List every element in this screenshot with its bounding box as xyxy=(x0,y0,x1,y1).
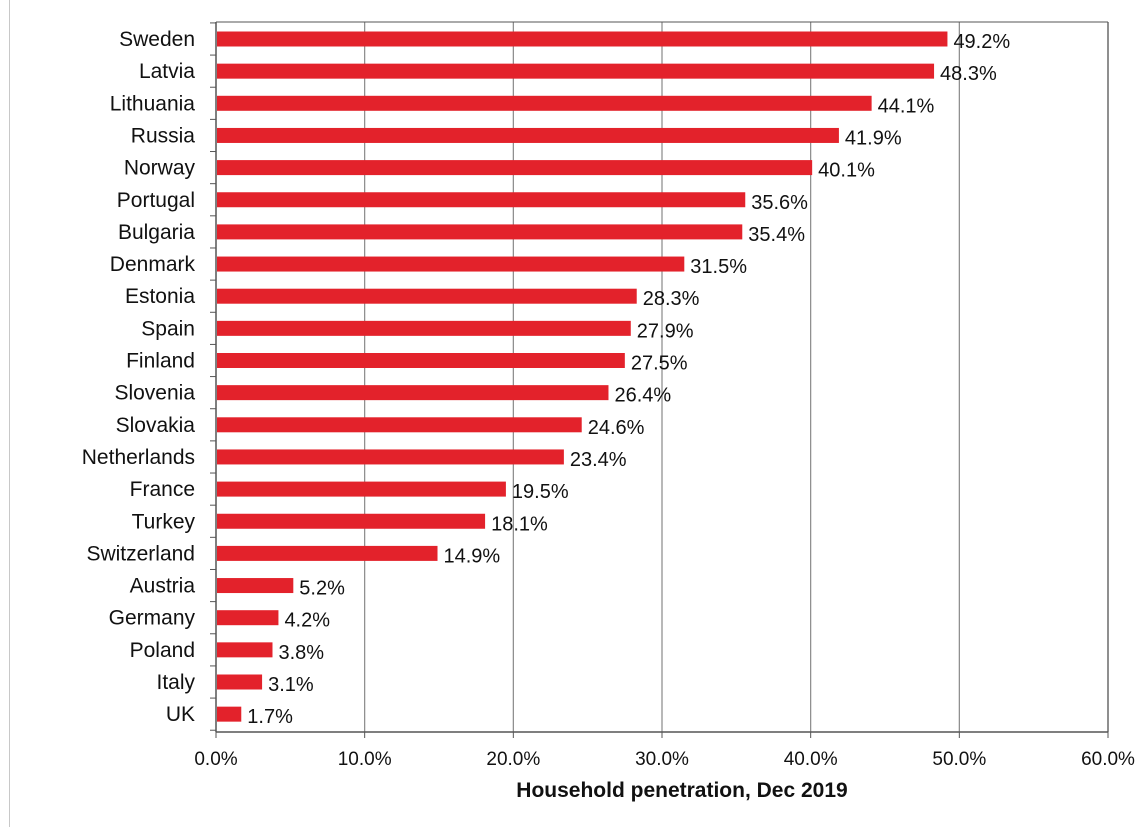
category-label: Slovakia xyxy=(116,414,196,437)
value-label: 3.8% xyxy=(278,642,324,664)
category-label: Latvia xyxy=(139,60,195,83)
value-label: 27.5% xyxy=(631,353,688,375)
bar xyxy=(217,610,279,626)
value-label: 5.2% xyxy=(299,578,345,600)
page-edge-rule xyxy=(9,0,10,827)
category-label: Italy xyxy=(156,671,195,694)
category-label: France xyxy=(130,478,195,501)
bar xyxy=(217,31,948,47)
bar xyxy=(217,256,685,272)
value-label: 18.1% xyxy=(491,513,548,535)
value-label: 14.9% xyxy=(444,545,501,567)
value-label: 26.4% xyxy=(614,385,671,407)
bar xyxy=(217,449,564,465)
value-label: 4.2% xyxy=(284,610,330,632)
value-label: 48.3% xyxy=(940,63,997,85)
bar xyxy=(217,160,813,176)
category-label: Slovenia xyxy=(114,382,195,405)
category-label: Denmark xyxy=(110,253,196,276)
bar xyxy=(217,192,746,208)
bar xyxy=(217,224,743,240)
x-tick-label: 50.0% xyxy=(932,749,986,770)
category-label: Russia xyxy=(131,124,196,147)
x-tick-label: 30.0% xyxy=(635,749,689,770)
category-label: Sweden xyxy=(119,28,195,51)
bar xyxy=(217,417,582,433)
bar xyxy=(217,481,506,497)
value-label: 27.9% xyxy=(637,320,694,342)
bar xyxy=(217,288,637,304)
bar xyxy=(217,674,263,690)
x-tick-label: 0.0% xyxy=(194,749,237,770)
category-label: Estonia xyxy=(125,285,195,308)
category-label: Spain xyxy=(141,317,195,340)
x-tick-label: 40.0% xyxy=(784,749,838,770)
value-label: 49.2% xyxy=(953,31,1010,53)
value-label: 23.4% xyxy=(570,449,627,471)
value-label: 3.1% xyxy=(268,674,314,696)
category-label: Finland xyxy=(126,350,195,373)
category-label: Poland xyxy=(130,639,195,662)
bar xyxy=(217,385,609,401)
bar xyxy=(217,127,839,143)
x-axis-title: Household penetration, Dec 2019 xyxy=(516,779,847,802)
category-label: UK xyxy=(166,703,195,726)
category-label: Lithuania xyxy=(110,92,196,115)
x-tick-label: 10.0% xyxy=(338,749,392,770)
bar xyxy=(217,578,294,594)
value-label: 28.3% xyxy=(643,288,700,310)
value-label: 44.1% xyxy=(878,95,935,117)
bar xyxy=(217,706,242,722)
value-label: 35.6% xyxy=(751,192,808,214)
bar xyxy=(217,642,273,658)
category-label: Portugal xyxy=(117,189,195,212)
category-label: Turkey xyxy=(132,510,196,533)
value-label: 40.1% xyxy=(818,160,875,182)
category-label: Netherlands xyxy=(82,446,195,469)
bar xyxy=(217,545,438,561)
bars xyxy=(217,31,948,722)
category-label: Bulgaria xyxy=(118,221,195,244)
bar xyxy=(217,353,625,368)
bar xyxy=(217,320,631,336)
category-labels: Sweden Latvia Lithuania Russia Norway Portuga… xyxy=(82,28,196,726)
bar xyxy=(217,513,486,529)
value-label: 24.6% xyxy=(588,417,645,439)
value-label: 19.5% xyxy=(512,481,569,503)
value-label: 31.5% xyxy=(690,256,747,278)
category-label: Austria xyxy=(130,575,196,598)
category-label: Germany xyxy=(109,607,196,630)
x-tick-label: 60.0% xyxy=(1081,749,1135,770)
category-label: Norway xyxy=(124,157,196,180)
value-label: 41.9% xyxy=(845,127,902,149)
axes xyxy=(210,21,1109,738)
value-label: 35.4% xyxy=(748,224,805,246)
x-tick-label: 20.0% xyxy=(486,749,540,770)
bar xyxy=(217,95,872,111)
x-tick-labels: 0.0% 10.0% 20.0% 30.0% 40.0% 50.0% 60.0% xyxy=(194,749,1135,770)
value-labels: 49.2% 48.3%44.1% 41.9% 40.1% 35.6% 35.4%31.5%… xyxy=(247,31,1010,728)
value-label: 1.7% xyxy=(247,706,293,728)
bar xyxy=(217,63,935,79)
category-label: Switzerland xyxy=(86,542,195,565)
